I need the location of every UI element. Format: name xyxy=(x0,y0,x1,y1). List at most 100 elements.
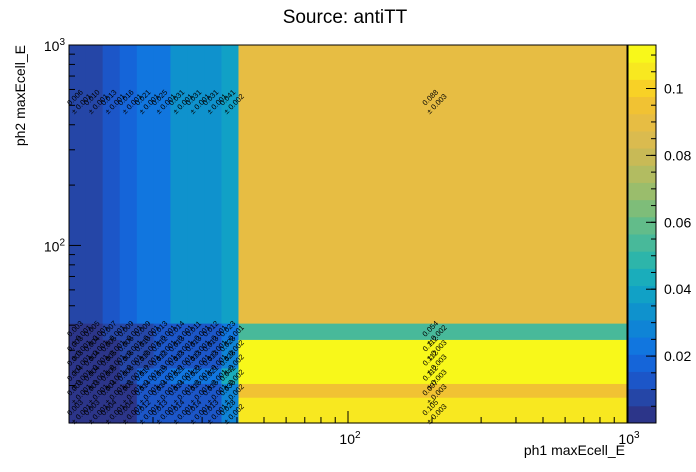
colorbar-swatch xyxy=(628,79,656,98)
heatmap-cell xyxy=(136,339,155,354)
heatmap-cell xyxy=(221,353,240,369)
heatmap-cell xyxy=(153,383,172,398)
colorbar-swatch xyxy=(628,130,656,149)
colorbar-swatch xyxy=(628,251,656,269)
heatmap-cell xyxy=(136,367,155,384)
heatmap-cell xyxy=(153,339,172,354)
heatmap-cell xyxy=(102,353,121,369)
heatmap-cell xyxy=(119,397,138,424)
heatmap-cell xyxy=(119,323,138,340)
heatmap-cell xyxy=(85,353,104,369)
heatmap-cell xyxy=(170,339,189,354)
heatmap-cell xyxy=(238,353,628,369)
colorbar-swatch xyxy=(628,405,656,424)
colorbar-swatch xyxy=(628,216,656,235)
heatmap-cell xyxy=(221,367,240,384)
heatmap-cell xyxy=(136,45,155,324)
heatmap-cell xyxy=(204,45,223,324)
heatmap-cell xyxy=(187,353,206,369)
y-axis-label: ph2 maxEcell_E xyxy=(12,45,28,146)
heatmap-cell xyxy=(170,45,189,324)
heatmap-cell xyxy=(238,383,628,398)
heatmap-cell xyxy=(187,45,206,324)
colorbar-swatch xyxy=(628,45,656,63)
heatmap-cell xyxy=(204,323,223,340)
heatmap-cell xyxy=(204,353,223,369)
heatmap-cell xyxy=(102,45,121,324)
colorbar-swatch xyxy=(628,148,656,166)
colorbar-swatch xyxy=(628,62,656,80)
heatmap-cell xyxy=(85,383,104,398)
heatmap-cell xyxy=(221,339,240,354)
heatmap-cell xyxy=(102,367,121,384)
heatmap-cell xyxy=(170,367,189,384)
heatmap-cell xyxy=(204,383,223,398)
heatmap-cell xyxy=(221,323,240,340)
heatmap-cell xyxy=(119,353,138,369)
heatmap-cell xyxy=(187,397,206,424)
heatmap-cell xyxy=(69,367,87,384)
heatmap-cell xyxy=(153,367,172,384)
heatmap-cell xyxy=(204,339,223,354)
chart-title: Source: antiTT xyxy=(283,7,408,28)
heatmap-cell xyxy=(102,383,121,398)
heatmap-cell xyxy=(69,383,87,398)
heatmap-cell xyxy=(170,397,189,424)
heatmap-cell xyxy=(85,323,104,340)
colorbar-swatch xyxy=(628,388,656,407)
heatmap-cell xyxy=(119,339,138,354)
colorbar-swatch xyxy=(628,302,656,321)
colorbar-frame xyxy=(627,44,657,424)
heatmap-cell xyxy=(136,397,155,424)
heatmap-cell xyxy=(187,367,206,384)
heatmap-cell xyxy=(119,45,138,324)
heatmap-cell xyxy=(170,353,189,369)
heatmap-cell xyxy=(85,367,104,384)
y-tick-label: 102 xyxy=(44,237,66,254)
heatmap-cell xyxy=(153,45,172,324)
heatmap-cell xyxy=(136,323,155,340)
colorbar: 0.02 0.04 0.06 0.08 0.1 xyxy=(627,44,691,424)
colorbar-swatch xyxy=(628,268,656,287)
heatmap-cell xyxy=(119,383,138,398)
heatmap-cell xyxy=(187,339,206,354)
axes: 102 103 102 103 xyxy=(44,37,640,447)
heatmap-cell xyxy=(221,45,240,324)
heatmap-cell xyxy=(153,353,172,369)
heatmap-cells xyxy=(69,45,628,424)
heatmap-cell xyxy=(187,383,206,398)
heatmap-cell xyxy=(102,339,121,354)
heatmap-cell xyxy=(221,397,240,424)
heatmap-cell xyxy=(119,367,138,384)
heatmap-cell xyxy=(136,353,155,369)
colorbar-swatch xyxy=(628,234,656,252)
heatmap-cell xyxy=(221,383,240,398)
heatmap-cell xyxy=(69,323,87,340)
heatmap-cell xyxy=(238,45,628,324)
heatmap-cell xyxy=(85,339,104,354)
heatmap-cell xyxy=(136,383,155,398)
heatmap-cell xyxy=(153,397,172,424)
colorbar-tick-label: 0.06 xyxy=(664,214,691,230)
heatmap-cell xyxy=(69,397,87,424)
x-tick-label: 102 xyxy=(339,430,361,447)
colorbar-swatch xyxy=(628,354,656,372)
heatmap-cell xyxy=(69,353,87,369)
colorbar-swatch xyxy=(628,371,656,390)
x-tick-label: 103 xyxy=(618,430,640,447)
heatmap-cell xyxy=(102,323,121,340)
colorbar-swatch xyxy=(628,165,656,183)
colorbar-swatch xyxy=(628,113,656,132)
heatmap-cell xyxy=(238,339,628,354)
colorbar-swatch xyxy=(628,319,656,338)
heatmap-cell xyxy=(69,45,87,324)
heatmap-cell xyxy=(238,397,628,424)
colorbar-swatch xyxy=(628,199,656,218)
colorbar-tick-label: 0.08 xyxy=(664,147,691,163)
colorbar-tick-label: 0.1 xyxy=(664,80,684,96)
x-axis-label: ph1 maxEcell_E xyxy=(524,442,625,458)
heatmap-cell xyxy=(102,397,121,424)
heatmap-cell xyxy=(85,45,104,324)
